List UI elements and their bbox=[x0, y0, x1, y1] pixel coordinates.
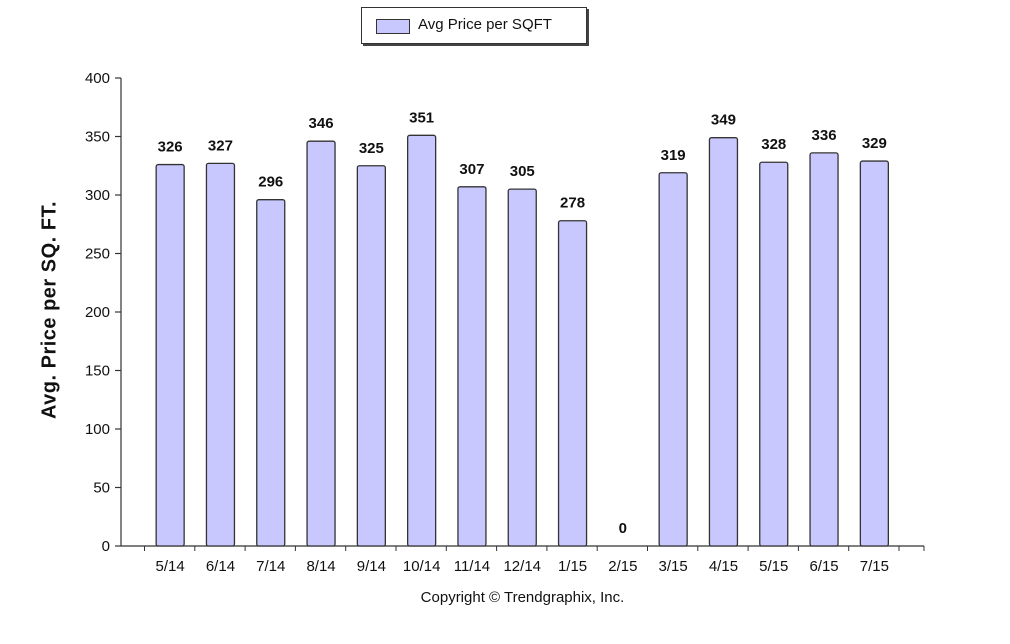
bar-3/15 bbox=[658, 172, 688, 547]
y-tick-label: 50 bbox=[93, 480, 110, 497]
bars bbox=[155, 134, 889, 547]
data-label: 326 bbox=[158, 139, 183, 156]
x-tick-label: 7/14 bbox=[256, 558, 285, 575]
data-label: 278 bbox=[560, 195, 585, 212]
x-tick-label: 4/15 bbox=[709, 558, 738, 575]
x-tick-label: 3/15 bbox=[659, 558, 688, 575]
y-tick-label: 400 bbox=[85, 70, 110, 87]
bar-9/14 bbox=[356, 165, 387, 547]
legend: Avg Price per SQFT bbox=[361, 7, 587, 44]
data-label: 325 bbox=[359, 140, 384, 157]
x-tick-label: 5/15 bbox=[759, 558, 788, 575]
x-tick-label: 2/15 bbox=[608, 558, 637, 575]
data-label: 296 bbox=[258, 174, 283, 191]
data-label: 319 bbox=[661, 147, 686, 164]
x-tick-label: 5/14 bbox=[156, 558, 185, 575]
x-tick-label: 1/15 bbox=[558, 558, 587, 575]
x-tick-label: 11/14 bbox=[454, 558, 490, 575]
data-label: 0 bbox=[619, 520, 627, 537]
bar-7/15 bbox=[859, 160, 889, 547]
bar-1/15 bbox=[557, 220, 588, 547]
legend-swatch bbox=[376, 19, 410, 34]
x-tick-label: 6/14 bbox=[206, 558, 235, 575]
bar-6/14 bbox=[205, 162, 236, 547]
bar-10/14 bbox=[406, 134, 437, 547]
x-tick-label: 6/15 bbox=[809, 558, 838, 575]
data-label: 328 bbox=[761, 136, 786, 153]
data-label: 327 bbox=[208, 137, 233, 154]
bar-5/15 bbox=[759, 161, 789, 547]
data-label: 305 bbox=[510, 163, 535, 180]
data-label: 351 bbox=[409, 109, 434, 126]
bar-6/15 bbox=[809, 152, 839, 547]
copyright-footer: Copyright © Trendgraphix, Inc. bbox=[420, 589, 625, 606]
tick-labels: 0 50 100 150 200 250 300 350 400 5/14 6/14 7/14 8/14… bbox=[85, 70, 889, 575]
data-label: 346 bbox=[309, 115, 334, 132]
bar-5/14 bbox=[155, 163, 185, 547]
data-labels: 326 327 296 346 325 351 307 305 278 0 319 349 328 336… bbox=[158, 109, 887, 537]
y-tick-label: 200 bbox=[85, 304, 110, 321]
x-tick-label: 9/14 bbox=[357, 558, 386, 575]
y-tick-label: 150 bbox=[85, 363, 110, 380]
bar-11/14 bbox=[457, 186, 487, 547]
axes bbox=[115, 77, 925, 551]
y-tick-label: 350 bbox=[85, 129, 110, 146]
x-tick-label: 8/14 bbox=[306, 558, 335, 575]
y-tick-label: 100 bbox=[85, 421, 110, 438]
bar-7/14 bbox=[256, 199, 286, 547]
y-tick-label: 300 bbox=[85, 187, 110, 204]
data-label: 349 bbox=[711, 112, 736, 129]
bar-8/14 bbox=[306, 140, 336, 547]
x-tick-label: 12/14 bbox=[503, 558, 541, 575]
x-tick-label: 10/14 bbox=[403, 558, 441, 575]
y-axis-label: Avg. Price per SQ. FT. bbox=[38, 200, 61, 420]
data-label: 307 bbox=[459, 161, 484, 178]
bar-12/14 bbox=[507, 188, 537, 547]
legend-label: Avg Price per SQFT bbox=[418, 16, 552, 33]
data-label: 329 bbox=[862, 135, 887, 152]
y-tick-label: 0 bbox=[102, 538, 110, 555]
y-tick-label: 250 bbox=[85, 246, 110, 263]
x-tick-label: 7/15 bbox=[860, 558, 889, 575]
bar-4/15 bbox=[708, 137, 739, 547]
data-label: 336 bbox=[812, 127, 837, 144]
